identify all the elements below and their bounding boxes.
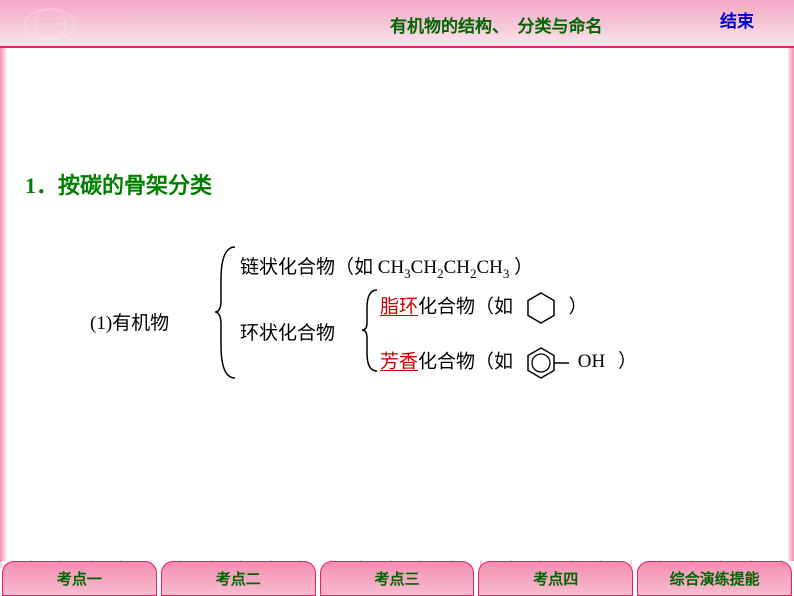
alicyclic-line: 脂环化合物（如 ） — [380, 290, 588, 326]
small-bracket — [362, 288, 382, 373]
tab-point-1[interactable]: 考点一 — [2, 561, 157, 596]
section-title: 1．按碳的骨架分类 — [25, 168, 754, 200]
border-left — [0, 48, 6, 561]
oh-label: OH — [578, 351, 605, 372]
globe-decoration — [20, 5, 140, 43]
aromatic-red-text: 芳香 — [380, 351, 418, 372]
chain-compound-line: 链状化合物（如 CH3CH2CH2CH3 ） — [240, 252, 533, 282]
end-label-text: 结束 — [720, 12, 754, 31]
header-bar: 有机物的结构、 分类与命名 结束 — [0, 0, 794, 48]
end-link[interactable]: 结束 — [720, 12, 754, 32]
border-right — [788, 48, 794, 561]
chain-label: 链状化合物（如 — [240, 257, 373, 278]
aromatic-close: ） — [618, 351, 637, 372]
chain-close: ） — [514, 257, 533, 278]
alicyclic-close: ） — [569, 296, 588, 317]
tab-point-4[interactable]: 考点四 — [478, 561, 633, 596]
chain-formula: CH3CH2CH2CH3 — [378, 257, 514, 278]
page-title: 有机物的结构、 分类与命名 — [390, 12, 603, 37]
aromatic-label: 化合物（如 — [418, 351, 513, 372]
tab-point-2[interactable]: 考点二 — [161, 561, 316, 596]
alicyclic-label: 化合物（如 — [418, 296, 513, 317]
alicyclic-red-text: 脂环 — [380, 296, 418, 317]
tab-point-3[interactable]: 考点三 — [320, 561, 475, 596]
content-area: 1．按碳的骨架分类 (1)有机物 链状化合物（如 CH3CH2CH2CH3 ） … — [0, 48, 794, 270]
tab-comprehensive[interactable]: 综合演练提能 — [637, 561, 792, 596]
footer-tabs: 考点一 考点二 考点三 考点四 综合演练提能 — [0, 561, 794, 596]
root-label: (1)有机物 — [90, 308, 169, 335]
large-bracket — [215, 245, 241, 380]
aromatic-line: 芳香化合物（如 OH ） — [380, 345, 637, 381]
ring-compound-label: 环状化合物 — [240, 318, 335, 345]
cyclohexane-icon — [523, 290, 559, 326]
